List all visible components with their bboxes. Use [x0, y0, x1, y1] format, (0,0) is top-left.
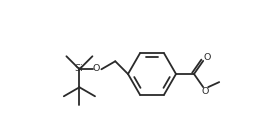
Text: O: O [93, 64, 100, 73]
Text: O: O [201, 87, 209, 96]
Text: O: O [204, 53, 211, 62]
Text: Si: Si [74, 64, 83, 73]
